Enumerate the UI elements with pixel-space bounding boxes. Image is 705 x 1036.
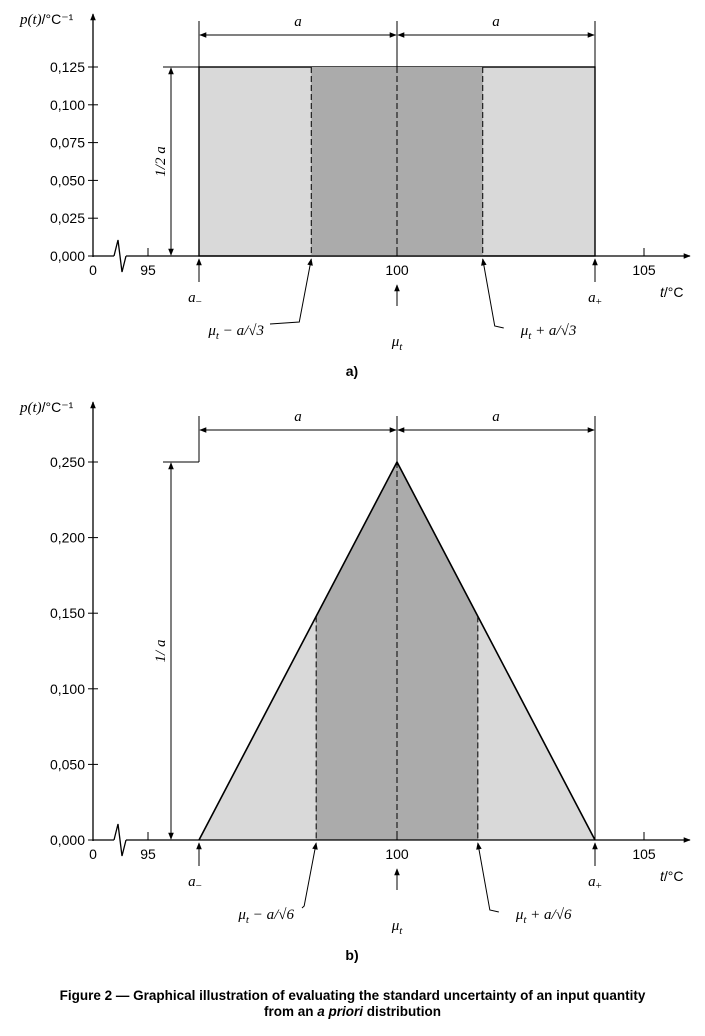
y-tick-label: 0,075: [50, 135, 85, 151]
height-label: 1/2 a: [153, 146, 169, 176]
y-tick-label: 0,100: [50, 681, 85, 697]
a-minus-label: a−: [188, 874, 202, 892]
panel-label: a): [346, 363, 358, 379]
caption-line-2: from an a priori distribution: [0, 1004, 705, 1020]
inner-left-label: μt − a/√3: [207, 323, 264, 342]
y-tick-label: 0,000: [50, 832, 85, 848]
y-tick-label: 0,025: [50, 210, 85, 226]
dim-a-left-label: a: [294, 14, 302, 30]
figure-caption: Figure 2 — Graphical illustration of eva…: [0, 988, 705, 1020]
a-plus-label: a+: [588, 874, 602, 892]
x-axis-label: t/°C: [660, 284, 684, 300]
mu-label: μt: [391, 334, 404, 353]
dim-a-left-label: a: [294, 409, 302, 425]
y-tick-label: 0,150: [50, 605, 85, 621]
height-label: 1/ a: [153, 640, 169, 663]
x-tick-label: 95: [140, 846, 156, 862]
x-tick-label: 0: [89, 262, 97, 278]
y-tick-label: 0,050: [50, 756, 85, 772]
a-plus-label: a+: [588, 290, 602, 308]
y-tick-label: 0,000: [50, 248, 85, 264]
inner-right-leader: [476, 842, 499, 913]
mu-label: μt: [391, 918, 404, 937]
caption-line-2-italic: a priori: [317, 1004, 364, 1019]
inner-left-leader: [301, 842, 318, 909]
panel-b-chart: 0,000 0,050 0,100 0,150 0,200 0,250 0 95 100 105 p…: [19, 399, 691, 963]
x-tick-label: 95: [140, 262, 156, 278]
inner-right-label: μt + a/√6: [515, 907, 572, 926]
x-tick-label: 105: [632, 846, 656, 862]
panel-label: b): [345, 947, 358, 963]
y-tick-label: 0,125: [50, 59, 85, 75]
axis-break: [113, 823, 127, 857]
inner-right-leader: [481, 258, 504, 329]
x-tick-label: 100: [385, 846, 409, 862]
a-minus-label: a−: [188, 290, 202, 308]
y-axis-label: p(t)/°C⁻¹: [19, 399, 74, 416]
y-tick-label: 0,050: [50, 172, 85, 188]
figure-canvas: 0,000 0,025 0,050 0,075 0,100 0,125 0 95 100 105 p…: [19, 11, 691, 963]
dim-a-right-label: a: [492, 409, 500, 425]
x-tick-label: 100: [385, 262, 409, 278]
y-tick-label: 0,200: [50, 530, 85, 546]
caption-line-1: Figure 2 — Graphical illustration of eva…: [59, 988, 646, 1003]
x-tick-label: 0: [89, 846, 97, 862]
caption-line-2-start: from an: [263, 1004, 318, 1019]
inner-left-label: μt − a/√6: [237, 907, 294, 926]
axis-break: [113, 239, 127, 273]
x-tick-label: 105: [632, 262, 656, 278]
y-tick-label: 0,250: [50, 454, 85, 470]
x-axis-label: t/°C: [660, 868, 684, 884]
inner-right-label: μt + a/√3: [520, 323, 577, 342]
panel-a-chart: 0,000 0,025 0,050 0,075 0,100 0,125 0 95 100 105 p…: [19, 11, 691, 379]
inner-left-leader: [269, 258, 313, 325]
caption-line-2-end: distribution: [363, 1004, 442, 1019]
dim-a-right-label: a: [492, 14, 500, 30]
y-tick-label: 0,100: [50, 97, 85, 113]
y-axis-label: p(t)/°C⁻¹: [19, 11, 74, 28]
